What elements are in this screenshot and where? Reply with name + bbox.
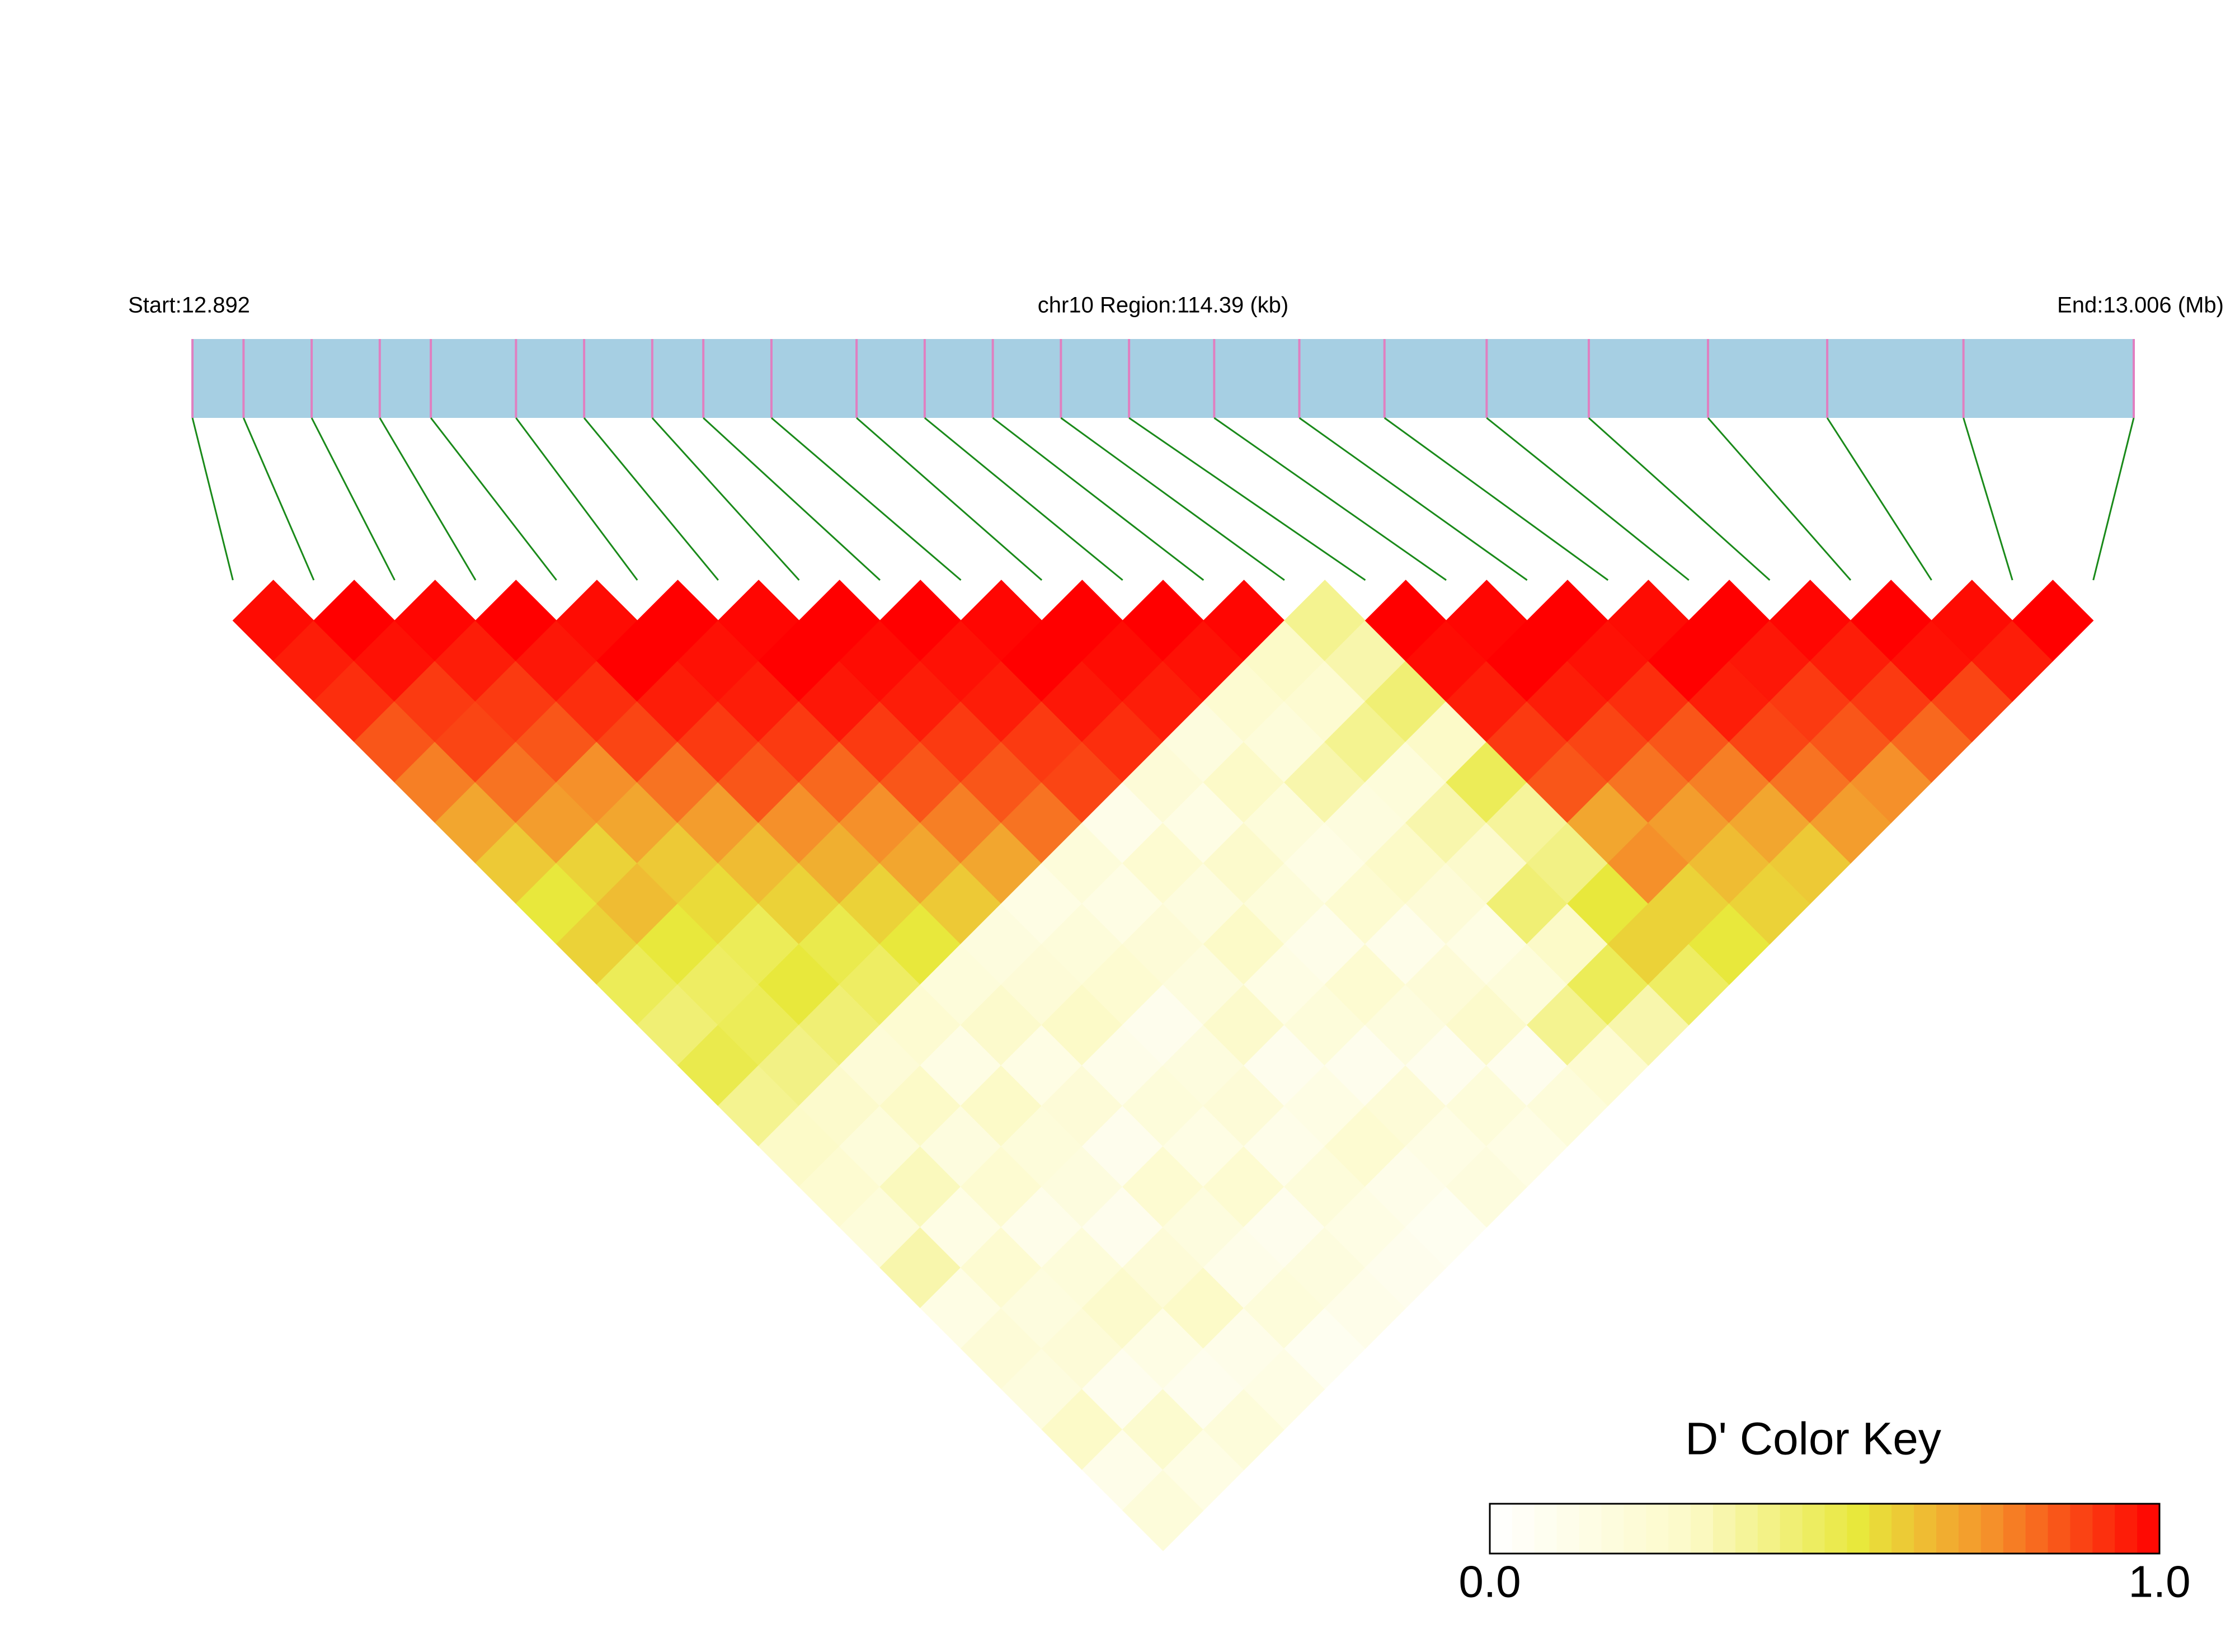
snp-track [192,339,2134,418]
snp-connector [1826,417,1932,581]
snp-connector [1213,417,1447,581]
snp-connector [515,417,638,581]
color-key-swatch [1780,1504,1803,1554]
color-key-swatch [2025,1504,2048,1554]
color-key-swatch [2003,1504,2026,1554]
snp-connector [770,417,962,581]
color-key-swatch [1891,1504,1914,1554]
snp-connector [1060,417,1285,581]
snp-connector [1298,417,1528,581]
snp-connector [191,417,234,581]
color-key-swatch [1713,1504,1736,1554]
color-key-swatch [1802,1504,1825,1554]
color-key-swatch [1757,1504,1781,1554]
color-key-swatch [1668,1504,1691,1554]
snp-connector [703,417,881,581]
snp-connector [651,417,800,581]
color-key-swatch [1512,1504,1535,1554]
color-key-title: D' Color Key [1685,1414,1941,1465]
color-key-swatch [1847,1504,1870,1554]
color-key-swatch [1914,1504,1937,1554]
color-key-swatch [1869,1504,1892,1554]
snp-connector [242,417,315,581]
marks: 0.0 1.0 [191,339,2191,1607]
color-key-swatch [1579,1504,1602,1554]
snp-connector [1384,417,1609,581]
snp-connector [430,417,557,581]
color-key-swatch [1534,1504,1558,1554]
snp-connector [924,417,1123,581]
start-label: Start:12.892 [128,293,250,318]
snp-connector [2092,417,2135,581]
snp-connector [1588,417,1771,581]
snp-connector [1128,417,1366,581]
end-label: End:13.006 (Mb) [2057,293,2224,318]
snp-connector [856,417,1043,581]
color-key-swatch [1556,1504,1580,1554]
color-key-swatch [2048,1504,2071,1554]
color-key-swatch [2137,1504,2160,1554]
color-key-swatch [2070,1504,2093,1554]
snp-connector [1707,417,1852,581]
ld-cell [2012,580,2094,662]
snp-connector [1486,417,1690,581]
color-key-swatch [1691,1504,1714,1554]
color-key-swatch [1646,1504,1669,1554]
chart-title: chr10 Region:114.39 (kb) [1038,293,1288,318]
color-key-swatch [1735,1504,1758,1554]
color-key-swatch [1601,1504,1624,1554]
color-key-swatch [2092,1504,2115,1554]
color-key-swatch [1980,1504,2004,1554]
snp-connector [1963,417,2013,581]
color-key-swatch [1490,1504,1513,1554]
color-key-swatch [1958,1504,1982,1554]
color-key-swatch [2115,1504,2138,1554]
color-key-swatch [1936,1504,1959,1554]
color-key-swatch [1824,1504,1847,1554]
snp-connector [379,417,477,581]
color-key-tick-label: 1.0 [2128,1557,2190,1607]
color-key-swatch [1624,1504,1646,1554]
color-key-tick-label: 0.0 [1458,1557,1521,1607]
color-key-border [1489,1503,2161,1555]
snp-connector [583,417,719,581]
snp-connector [310,417,396,581]
snp-connector [992,417,1204,581]
